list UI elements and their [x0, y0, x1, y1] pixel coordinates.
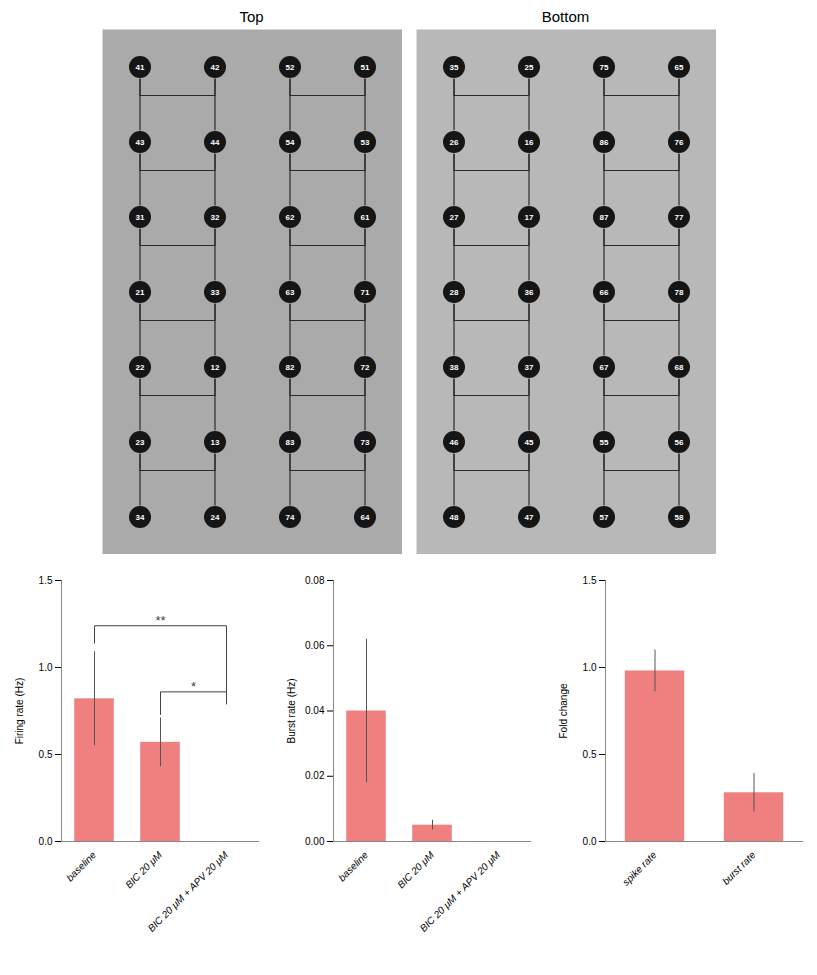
svg-text:77: 77	[674, 213, 683, 222]
svg-text:0.06: 0.06	[305, 640, 325, 651]
svg-text:54: 54	[285, 138, 294, 147]
svg-text:26: 26	[449, 138, 458, 147]
svg-text:22: 22	[135, 363, 144, 372]
svg-text:37: 37	[524, 363, 533, 372]
svg-text:51: 51	[360, 63, 369, 72]
svg-text:64: 64	[360, 513, 369, 522]
svg-text:1.0: 1.0	[38, 662, 52, 673]
html-text:Bottom: Bottom	[541, 8, 590, 25]
svg-text:0.0: 0.0	[582, 836, 596, 847]
svg-text:35: 35	[449, 63, 458, 72]
svg-text:75: 75	[599, 63, 608, 72]
svg-text:61: 61	[360, 213, 369, 222]
svg-text:BIC 20 μM + APV 20 μM: BIC 20 μM + APV 20 μM	[145, 849, 230, 934]
svg-text:burst rate: burst rate	[720, 849, 758, 887]
svg-text:83: 83	[285, 438, 294, 447]
svg-text:spike rate: spike rate	[620, 849, 659, 888]
svg-text:76: 76	[674, 138, 683, 147]
svg-text:42: 42	[210, 63, 219, 72]
svg-text:BIC 20 μM + APV 20 μM: BIC 20 μM + APV 20 μM	[417, 849, 502, 934]
svg-text:Burst rate (Hz): Burst rate (Hz)	[285, 678, 296, 743]
svg-text:44: 44	[210, 138, 219, 147]
svg-text:32: 32	[210, 213, 219, 222]
svg-text:1.0: 1.0	[582, 662, 596, 673]
svg-text:0.08: 0.08	[305, 575, 325, 586]
svg-text:Firing rate (Hz): Firing rate (Hz)	[13, 678, 24, 745]
svg-text:BIC 20 μM: BIC 20 μM	[395, 849, 437, 891]
svg-text:67: 67	[599, 363, 608, 372]
svg-text:55: 55	[599, 438, 608, 447]
svg-text:0.04: 0.04	[305, 705, 325, 716]
svg-text:13: 13	[210, 438, 219, 447]
svg-text:62: 62	[285, 213, 294, 222]
svg-text:36: 36	[524, 288, 533, 297]
svg-text:baseline: baseline	[64, 849, 98, 883]
svg-text:0.5: 0.5	[38, 749, 52, 760]
svg-text:33: 33	[210, 288, 219, 297]
html-text:Top: Top	[239, 8, 264, 25]
svg-text:57: 57	[599, 513, 608, 522]
svg-text:66: 66	[599, 288, 608, 297]
svg-text:43: 43	[135, 138, 144, 147]
svg-text:34: 34	[135, 513, 144, 522]
svg-text:24: 24	[210, 513, 219, 522]
svg-text:38: 38	[449, 363, 458, 372]
svg-text:56: 56	[674, 438, 683, 447]
svg-text:31: 31	[135, 213, 144, 222]
svg-text:16: 16	[524, 138, 533, 147]
svg-text:78: 78	[674, 288, 683, 297]
svg-text:71: 71	[360, 288, 369, 297]
svg-text:0.5: 0.5	[582, 749, 596, 760]
svg-text:72: 72	[360, 363, 369, 372]
svg-text:0.02: 0.02	[305, 770, 325, 781]
svg-text:86: 86	[599, 138, 608, 147]
svg-text:53: 53	[360, 138, 369, 147]
svg-text:73: 73	[360, 438, 369, 447]
svg-text:25: 25	[524, 63, 533, 72]
svg-text:82: 82	[285, 363, 294, 372]
svg-text:**: **	[155, 613, 165, 628]
svg-text:52: 52	[285, 63, 294, 72]
svg-text:41: 41	[135, 63, 144, 72]
svg-text:1.5: 1.5	[38, 575, 52, 586]
svg-text:47: 47	[524, 513, 533, 522]
svg-text:BIC 20 μM: BIC 20 μM	[123, 849, 165, 891]
svg-text:0.0: 0.0	[38, 836, 52, 847]
svg-text:1.5: 1.5	[582, 575, 596, 586]
svg-text:0.00: 0.00	[305, 836, 325, 847]
svg-text:45: 45	[524, 438, 533, 447]
svg-text:21: 21	[135, 288, 144, 297]
svg-text:*: *	[190, 679, 195, 694]
svg-text:28: 28	[449, 288, 458, 297]
svg-text:Fold change: Fold change	[557, 683, 568, 738]
svg-text:27: 27	[449, 213, 458, 222]
svg-text:12: 12	[210, 363, 219, 372]
svg-text:58: 58	[674, 513, 683, 522]
svg-text:74: 74	[285, 513, 294, 522]
svg-text:63: 63	[285, 288, 294, 297]
svg-text:65: 65	[674, 63, 683, 72]
svg-text:46: 46	[449, 438, 458, 447]
svg-text:17: 17	[524, 213, 533, 222]
svg-text:23: 23	[135, 438, 144, 447]
svg-text:68: 68	[674, 363, 683, 372]
svg-text:87: 87	[599, 213, 608, 222]
svg-text:baseline: baseline	[336, 849, 370, 883]
svg-text:48: 48	[449, 513, 458, 522]
